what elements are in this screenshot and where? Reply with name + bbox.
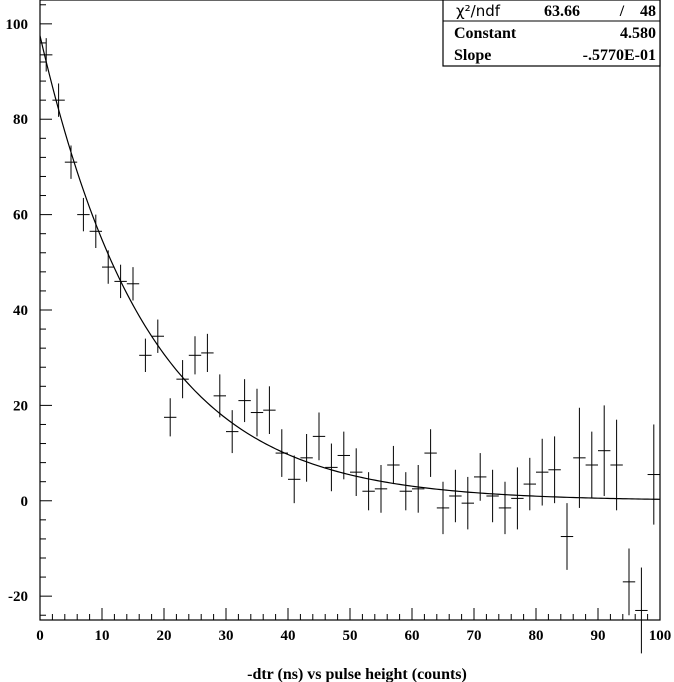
data-point <box>325 443 338 492</box>
data-point <box>238 379 251 423</box>
y-tick-label: -20 <box>8 589 28 605</box>
data-point <box>622 548 636 616</box>
data-point <box>598 405 611 496</box>
data-point <box>288 455 301 504</box>
data-point <box>164 398 177 437</box>
x-tick-label: 50 <box>343 628 358 644</box>
slope-value: -.5770E-01 <box>583 47 656 64</box>
data-point <box>635 567 648 654</box>
data-point <box>610 419 623 511</box>
data-point <box>226 410 239 454</box>
data-point <box>201 333 214 372</box>
data-point <box>585 431 598 499</box>
data-point <box>350 448 363 496</box>
data-point <box>498 481 512 535</box>
data-point <box>560 503 574 570</box>
x-tick-label: 80 <box>529 628 544 644</box>
y-tick-label: 100 <box>6 17 29 33</box>
data-point <box>188 336 202 375</box>
constant-value: 4.580 <box>620 25 656 42</box>
chi2-value: 63.66 <box>544 3 580 20</box>
x-tick-label: 60 <box>405 628 420 644</box>
data-point <box>548 436 561 504</box>
x-tick-label: 70 <box>467 628 482 644</box>
data-point <box>573 407 586 508</box>
data-point <box>151 319 164 353</box>
data-point <box>647 424 660 525</box>
data-point <box>126 267 140 301</box>
data-point <box>424 429 437 477</box>
y-tick-label: 20 <box>13 398 28 414</box>
data-point <box>40 38 53 72</box>
x-axis: 0 10 20 30 40 50 60 70 80 90 100 <box>36 608 671 644</box>
x-tick-label: 0 <box>36 628 44 644</box>
y-tick-label: 0 <box>21 494 29 510</box>
data-point <box>449 469 462 523</box>
slope-label: Slope <box>454 47 491 64</box>
chi2-label: χ²/ndf <box>456 2 501 20</box>
data-point <box>89 214 102 248</box>
data-point <box>77 197 90 232</box>
data-point <box>312 412 326 461</box>
data-point <box>250 388 264 437</box>
y-axis: -20 0 20 40 60 80 100 <box>6 4 52 616</box>
chi2-separator: / <box>619 3 625 20</box>
data-point <box>374 465 388 513</box>
x-tick-label: 30 <box>219 628 234 644</box>
data-point <box>536 438 549 506</box>
x-tick-label: 100 <box>649 628 672 644</box>
x-tick-label: 90 <box>591 628 606 644</box>
data-point <box>511 467 524 530</box>
data-point <box>139 338 152 372</box>
x-tick-label: 10 <box>95 628 110 644</box>
constant-label: Constant <box>454 25 517 42</box>
ndf-value: 48 <box>640 3 656 20</box>
data-point <box>337 431 350 480</box>
data-point <box>461 476 474 530</box>
data-point <box>263 386 276 434</box>
data-point <box>523 457 536 511</box>
stats-box-frame <box>442 0 661 67</box>
data-points <box>40 38 660 654</box>
x-axis-title: -dtr (ns) vs pulse height (counts) <box>247 666 467 682</box>
fit-stats-box: χ²/ndf 63.66 / 48 Constant 4.580 Slope -… <box>442 0 661 67</box>
data-point <box>486 469 499 523</box>
data-point <box>300 434 313 482</box>
data-point <box>102 250 115 284</box>
y-tick-label: 40 <box>13 303 28 319</box>
fit-curve <box>39 35 661 500</box>
data-point <box>412 465 425 513</box>
data-point <box>387 445 400 485</box>
data-point <box>213 374 226 418</box>
y-tick-label: 60 <box>13 208 28 224</box>
y-tick-label: 80 <box>13 112 28 128</box>
x-tick-label: 40 <box>281 628 296 644</box>
x-tick-label: 20 <box>157 628 172 644</box>
data-point <box>399 472 412 511</box>
data-point <box>176 360 189 399</box>
